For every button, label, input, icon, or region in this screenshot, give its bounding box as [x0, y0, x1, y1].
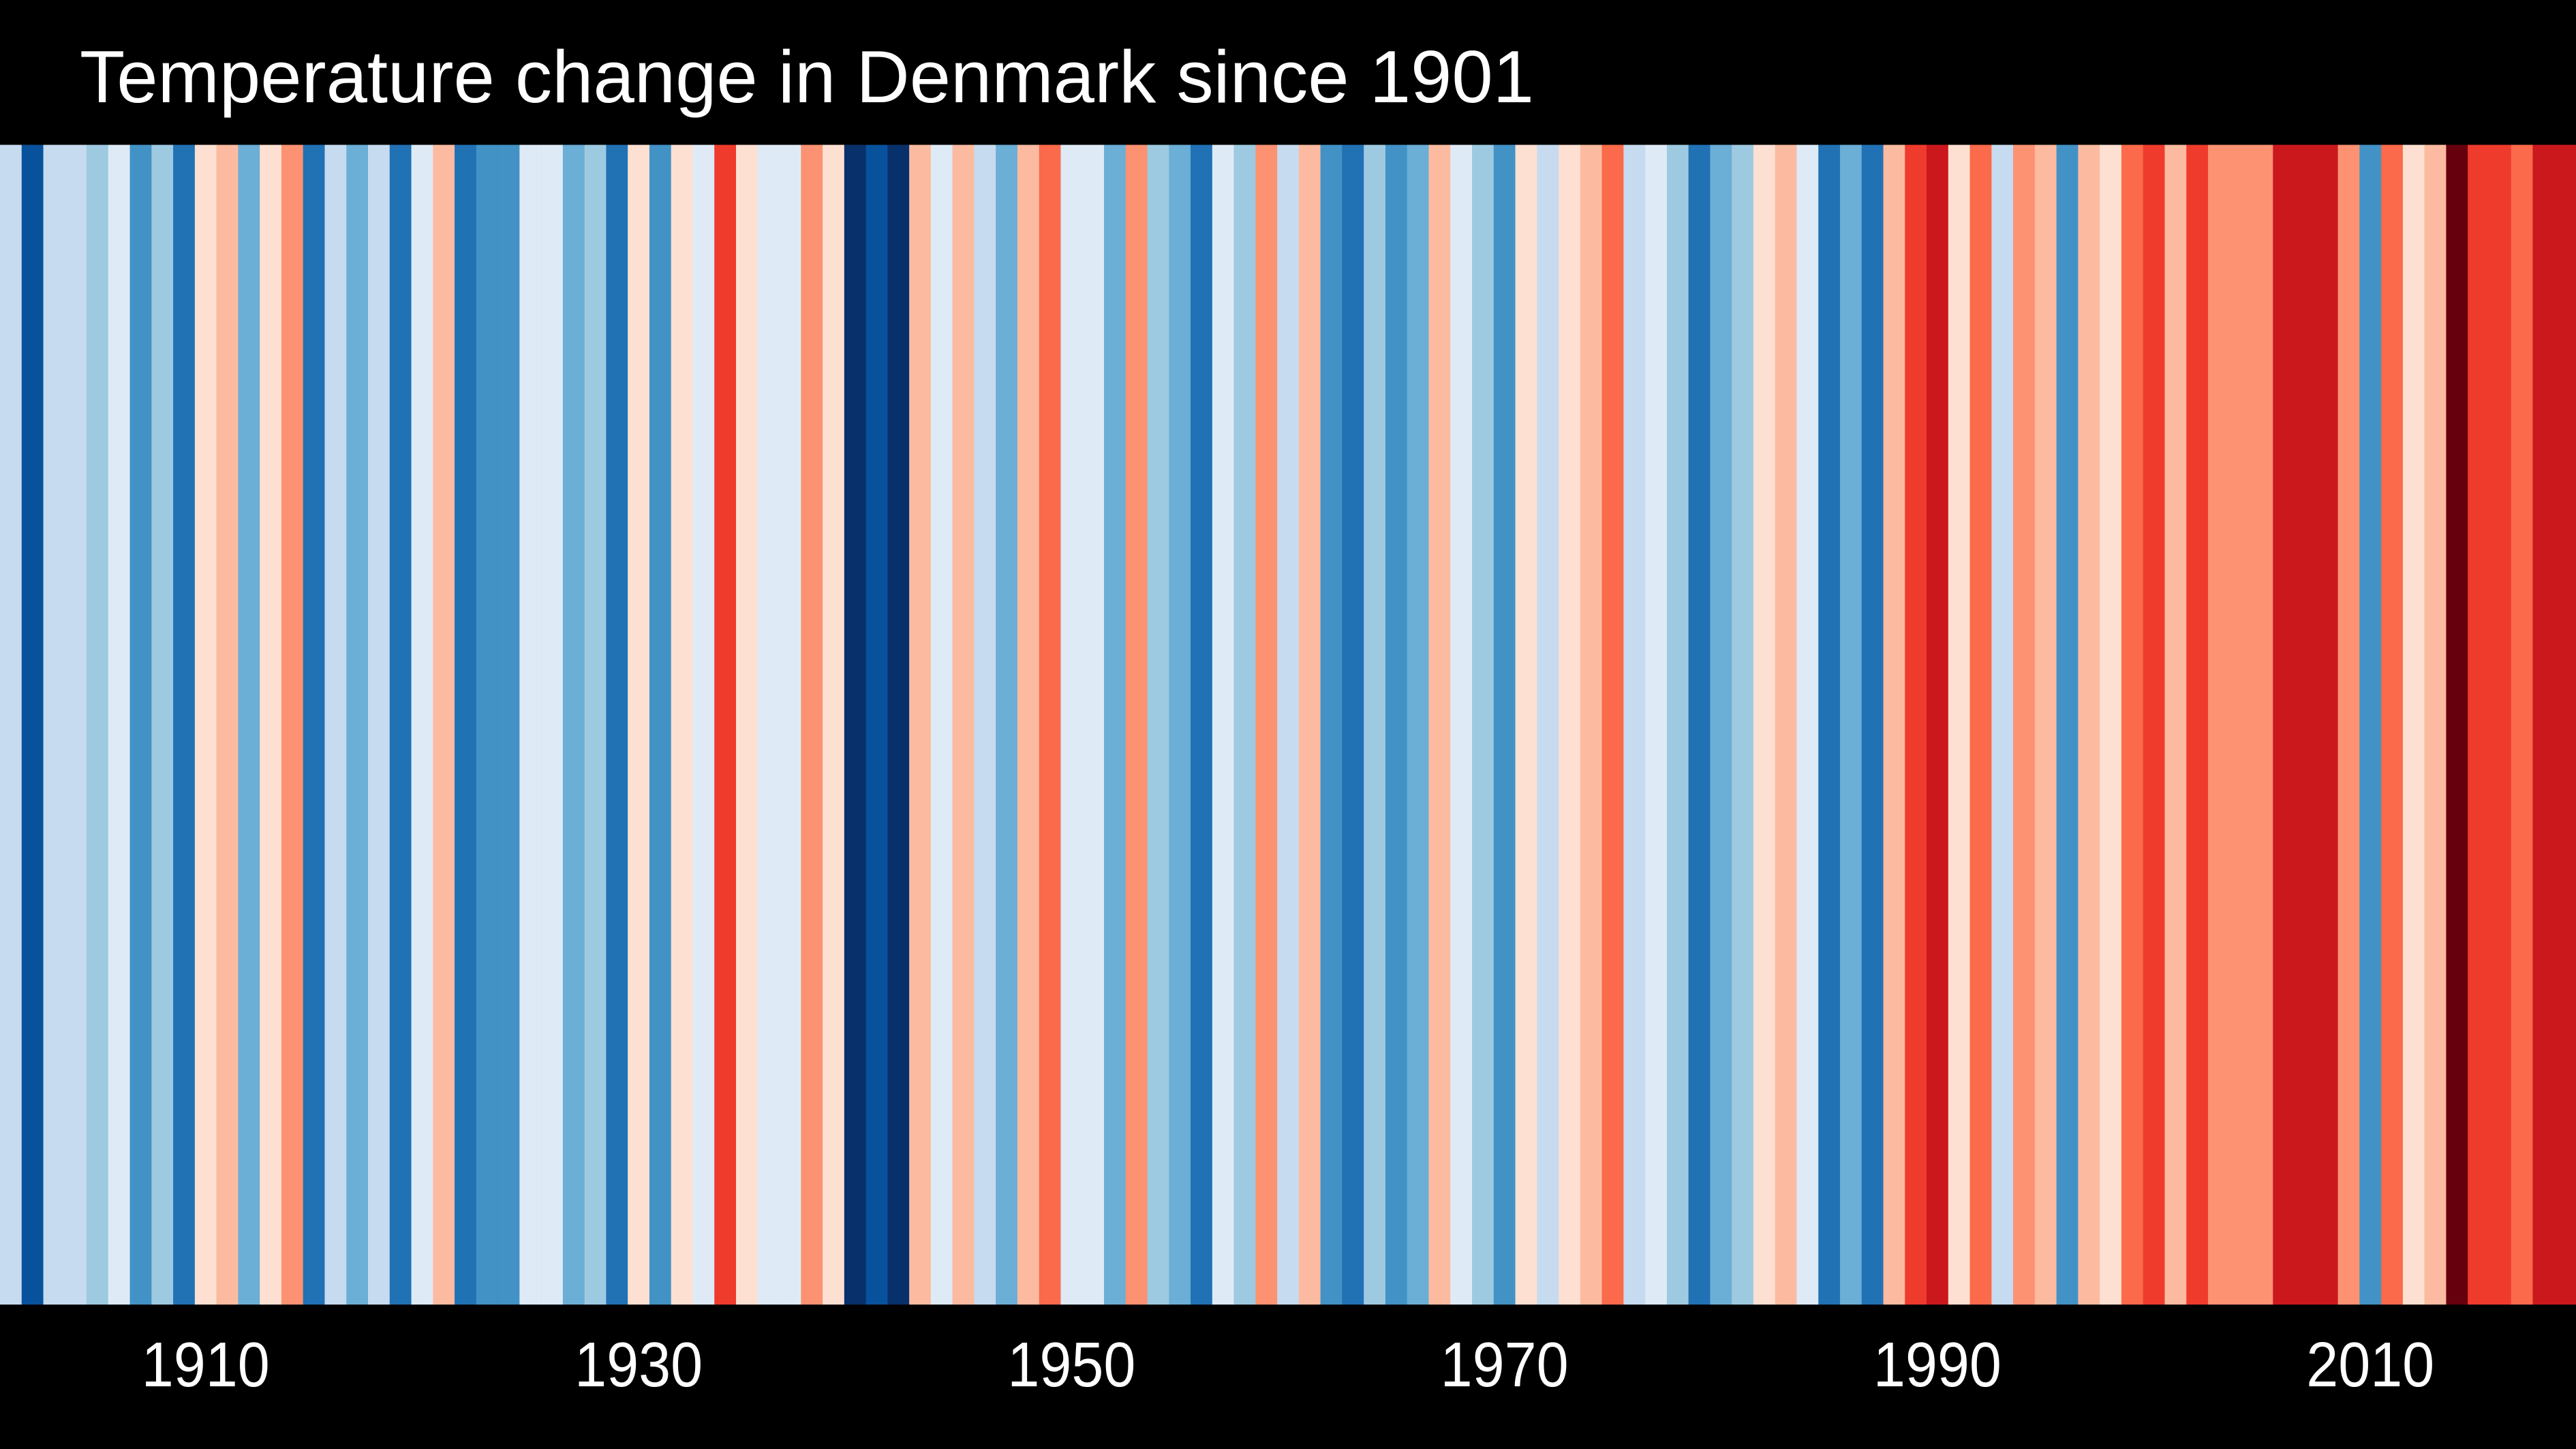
svg-text:1950: 1950 — [1007, 1329, 1135, 1400]
svg-text:1930: 1930 — [574, 1329, 703, 1400]
svg-text:1910: 1910 — [142, 1329, 270, 1400]
svg-text:Temperature change in Denmark: Temperature change in Denmark since 1901 — [80, 35, 1534, 119]
svg-text:1990: 1990 — [1873, 1329, 2002, 1400]
svg-text:2010: 2010 — [2306, 1329, 2434, 1400]
svg-text:1970: 1970 — [1441, 1329, 1569, 1400]
